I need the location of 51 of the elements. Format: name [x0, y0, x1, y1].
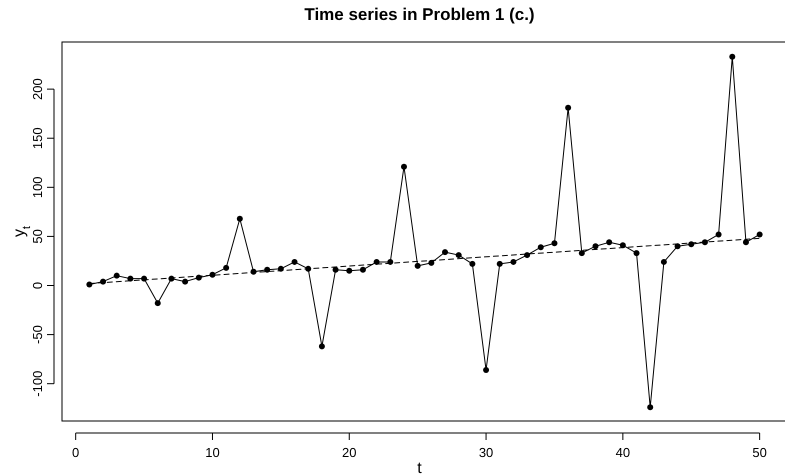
point	[565, 104, 572, 111]
point	[127, 276, 134, 282]
point	[483, 366, 490, 373]
x-axis-title: t	[417, 460, 422, 476]
x-tick-label: 50	[752, 445, 767, 460]
point	[442, 249, 448, 256]
x-tick-label: 20	[342, 445, 356, 460]
point	[264, 266, 270, 273]
point	[223, 264, 230, 271]
y-tick-label: 100	[30, 176, 45, 198]
y-tick-label: -50	[30, 325, 45, 344]
point	[400, 164, 407, 170]
point	[100, 278, 106, 285]
y-tick-label: 150	[30, 127, 45, 150]
point	[716, 231, 722, 238]
point	[292, 258, 298, 265]
point	[660, 258, 667, 265]
point	[318, 343, 325, 350]
point	[182, 278, 188, 285]
x-tick-label: 0	[72, 445, 80, 460]
x-tick-label: 10	[205, 445, 220, 460]
point	[524, 252, 530, 258]
point	[360, 266, 366, 273]
chart-title: Time series in Problem 1 (c.)	[304, 5, 535, 24]
point	[236, 216, 243, 222]
x-tick-label: 30	[478, 445, 494, 460]
y-tick-label: 200	[30, 78, 45, 100]
point	[346, 268, 352, 274]
point	[154, 300, 161, 306]
point	[538, 244, 544, 250]
y-tick-label: 0	[30, 282, 45, 290]
point	[742, 239, 749, 246]
point	[374, 258, 380, 265]
point	[114, 272, 120, 279]
point	[578, 250, 585, 256]
point	[647, 404, 654, 410]
point	[634, 250, 640, 256]
point	[510, 258, 516, 265]
point	[414, 262, 421, 269]
point	[496, 260, 503, 267]
y-tick-label: 50	[30, 229, 45, 244]
point	[469, 260, 476, 267]
point	[332, 266, 339, 273]
x-tick-label: 40	[616, 445, 630, 460]
point	[592, 243, 598, 250]
point	[729, 54, 736, 60]
point	[551, 240, 558, 246]
point	[456, 252, 462, 258]
point	[756, 231, 763, 238]
y-tick-label: -100	[30, 370, 45, 397]
point	[606, 239, 612, 246]
